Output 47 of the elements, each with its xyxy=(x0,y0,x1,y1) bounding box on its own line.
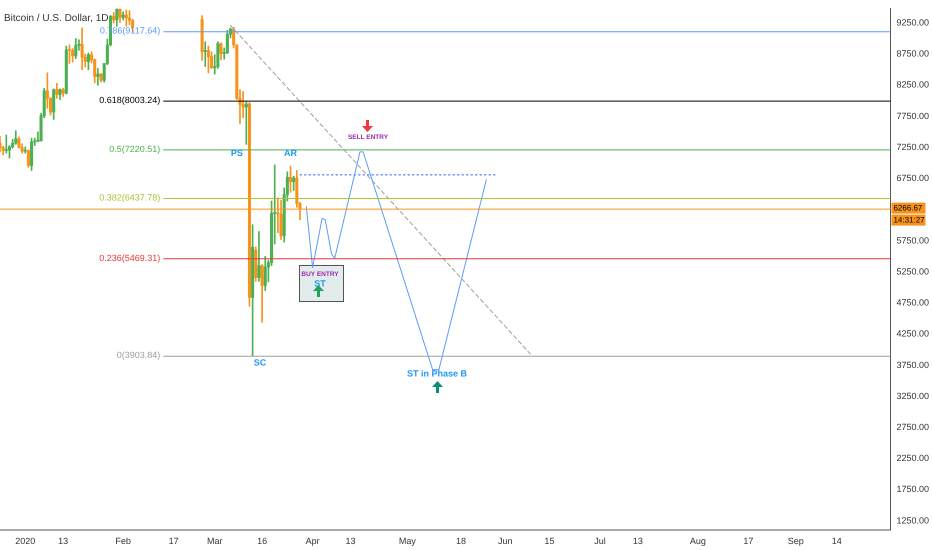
x-tick-label: 16 xyxy=(257,536,268,546)
annotation: SC xyxy=(254,357,267,368)
ref-line-label: 0.236(5469.31) xyxy=(99,252,160,263)
y-tick-label: 4250.00 xyxy=(896,328,930,339)
ref-line-label: 0.5(7220.51) xyxy=(109,144,160,154)
x-tick-label: Jun xyxy=(498,536,512,546)
annotation: ST in Phase B xyxy=(406,368,468,378)
y-tick-label: 4750.00 xyxy=(896,298,930,308)
text: 6266.67 xyxy=(893,203,923,212)
ref-line-label: 0.618(8003.24) xyxy=(99,95,160,106)
annotation: PS xyxy=(230,148,243,158)
x-tick-label: May xyxy=(398,536,416,546)
y-tick-label: 1750.00 xyxy=(896,484,930,494)
x-tick-label: Jul xyxy=(594,536,606,546)
x-tick-label: 15 xyxy=(544,536,554,546)
y-tick-label: 2250.00 xyxy=(896,453,930,464)
y-tick-label: 7750.00 xyxy=(896,110,930,121)
y-tick-label: 9250.00 xyxy=(896,18,930,28)
y-tick-label: 1250.00 xyxy=(896,515,930,526)
x-tick-label: 2020 xyxy=(15,536,36,546)
y-tick-label: 5250.00 xyxy=(896,266,930,276)
x-tick-label: 18 xyxy=(456,536,466,546)
x-tick-label: Mar xyxy=(206,536,222,546)
y-tick-label: 2750.00 xyxy=(896,422,930,432)
x-tick-label: 13 xyxy=(632,536,643,546)
x-tick-label: 13 xyxy=(58,536,68,546)
x-tick-label: Apr xyxy=(306,536,320,546)
text: Bitcoin / U.S. Dollar, 1D xyxy=(4,13,108,24)
y-tick-label: 5750.00 xyxy=(896,235,930,246)
text: 14:31:27 xyxy=(893,215,926,224)
y-tick-label: 3750.00 xyxy=(896,360,930,370)
ref-line-label: 0(3903.84) xyxy=(116,350,160,360)
y-tick-label: 8250.00 xyxy=(896,80,930,90)
y-tick-label: 8750.00 xyxy=(896,48,930,59)
y-tick-label: 6750.00 xyxy=(896,173,930,184)
annotation: AR xyxy=(284,148,298,158)
x-tick-label: 17 xyxy=(743,536,754,546)
annotation: ST xyxy=(314,278,326,288)
ref-line-label: 0.382(6437.78) xyxy=(99,192,160,203)
x-tick-label: 14 xyxy=(832,536,842,546)
y-tick-label: 3250.00 xyxy=(896,390,930,401)
y-tick-label: 7250.00 xyxy=(896,142,930,152)
x-tick-label: 17 xyxy=(168,536,179,546)
x-tick-label: 13 xyxy=(345,536,356,546)
x-tick-label: Sep xyxy=(788,536,804,546)
x-tick-label: Aug xyxy=(690,536,706,546)
x-tick-label: Feb xyxy=(115,536,131,546)
